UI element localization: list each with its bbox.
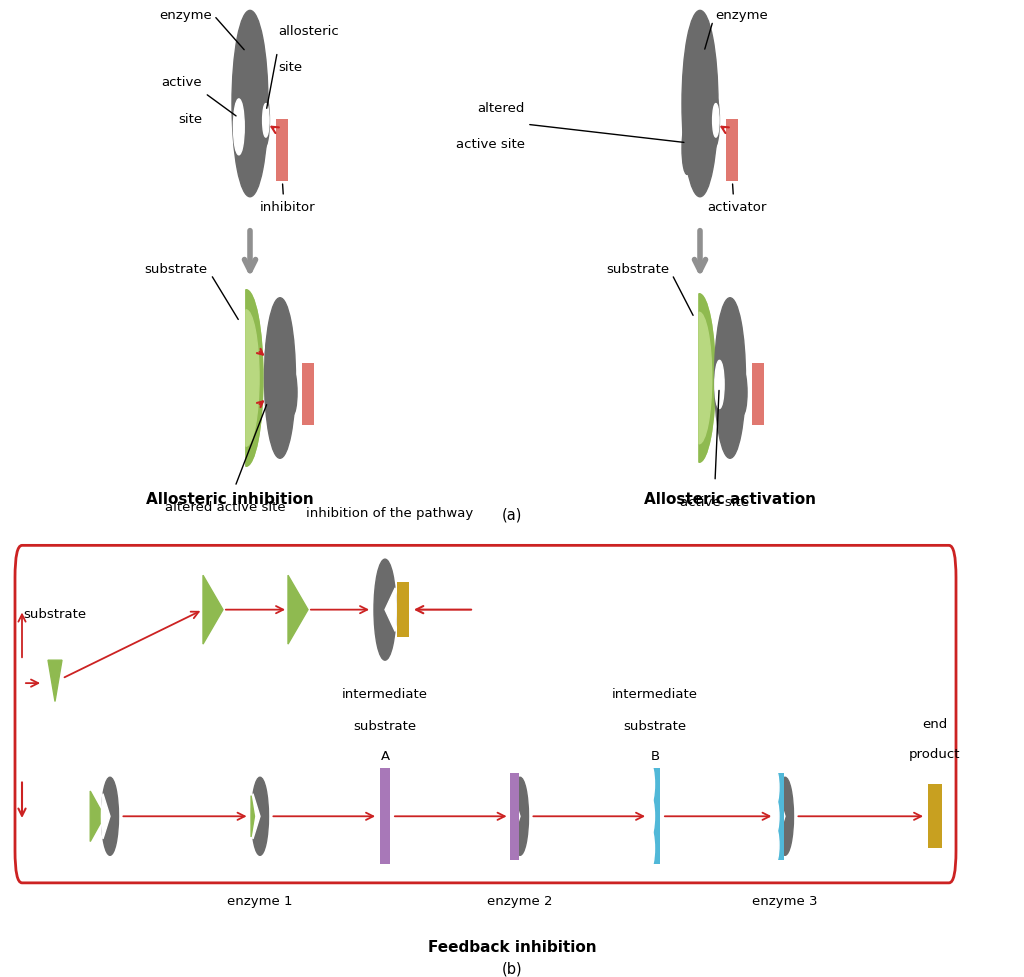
Circle shape — [713, 104, 719, 137]
Polygon shape — [90, 791, 104, 841]
Text: inhibitor: inhibitor — [260, 200, 315, 214]
Circle shape — [771, 827, 779, 864]
Text: enzyme: enzyme — [715, 9, 768, 22]
Text: Allosteric activation: Allosteric activation — [644, 492, 816, 507]
Wedge shape — [246, 290, 263, 466]
Text: intermediate: intermediate — [612, 688, 698, 701]
Circle shape — [512, 778, 528, 855]
Text: substrate: substrate — [606, 263, 669, 276]
Bar — [650, 768, 660, 865]
Circle shape — [682, 11, 718, 196]
Text: B: B — [650, 750, 659, 763]
Text: substrate: substrate — [24, 608, 87, 620]
Bar — [752, 363, 764, 425]
Circle shape — [233, 99, 245, 154]
Text: active: active — [162, 76, 202, 89]
Text: activator: activator — [708, 200, 767, 214]
Polygon shape — [288, 575, 308, 644]
Wedge shape — [699, 294, 716, 462]
Circle shape — [645, 828, 654, 870]
Wedge shape — [699, 294, 716, 462]
Bar — [276, 119, 289, 182]
Wedge shape — [101, 793, 110, 839]
Text: site: site — [278, 61, 302, 74]
Wedge shape — [246, 290, 263, 466]
Text: active site: active site — [456, 139, 525, 151]
Text: enzyme 3: enzyme 3 — [753, 895, 818, 908]
Circle shape — [645, 763, 654, 805]
Circle shape — [262, 104, 269, 137]
Circle shape — [289, 370, 297, 415]
Circle shape — [715, 298, 745, 458]
Text: Allosteric inhibition: Allosteric inhibition — [146, 492, 314, 507]
Circle shape — [709, 93, 720, 149]
Circle shape — [264, 298, 296, 458]
Text: allosteric: allosteric — [278, 24, 339, 37]
Text: active site: active site — [681, 495, 750, 509]
Circle shape — [771, 769, 779, 806]
Bar — [726, 119, 738, 182]
Polygon shape — [251, 795, 255, 837]
Wedge shape — [246, 310, 259, 446]
Polygon shape — [48, 660, 62, 701]
Circle shape — [232, 11, 268, 196]
Circle shape — [645, 795, 654, 837]
Bar — [510, 773, 519, 860]
Circle shape — [259, 93, 269, 149]
Circle shape — [265, 338, 272, 373]
Text: product: product — [909, 747, 961, 761]
Text: (b): (b) — [502, 961, 522, 976]
Bar — [380, 768, 390, 865]
Polygon shape — [203, 575, 223, 644]
Text: (a): (a) — [502, 508, 522, 523]
Circle shape — [252, 778, 268, 855]
Text: altered active site: altered active site — [165, 501, 286, 514]
Circle shape — [374, 559, 396, 660]
Text: end: end — [923, 718, 947, 731]
Text: site: site — [178, 112, 202, 126]
Circle shape — [715, 361, 724, 408]
Text: enzyme 1: enzyme 1 — [227, 895, 293, 908]
Text: substrate: substrate — [624, 720, 686, 734]
Text: substrate: substrate — [353, 720, 417, 734]
Bar — [775, 773, 784, 860]
Bar — [928, 785, 942, 848]
Circle shape — [101, 778, 119, 855]
Wedge shape — [776, 793, 785, 839]
Circle shape — [682, 122, 692, 175]
Text: Feedback inhibition: Feedback inhibition — [428, 940, 596, 955]
Wedge shape — [511, 793, 520, 839]
Wedge shape — [699, 313, 712, 444]
Text: enzyme: enzyme — [160, 9, 212, 22]
Text: A: A — [381, 750, 389, 763]
Text: substrate: substrate — [144, 263, 208, 276]
Wedge shape — [252, 793, 260, 839]
Text: inhibition of the pathway: inhibition of the pathway — [306, 507, 474, 520]
Bar — [397, 582, 409, 637]
Circle shape — [265, 378, 272, 413]
Text: enzyme 2: enzyme 2 — [487, 895, 553, 908]
Text: altered: altered — [477, 103, 525, 115]
Wedge shape — [385, 588, 396, 631]
Circle shape — [776, 778, 794, 855]
Bar — [302, 363, 313, 425]
Text: intermediate: intermediate — [342, 688, 428, 701]
Circle shape — [738, 370, 748, 415]
Circle shape — [771, 798, 779, 834]
